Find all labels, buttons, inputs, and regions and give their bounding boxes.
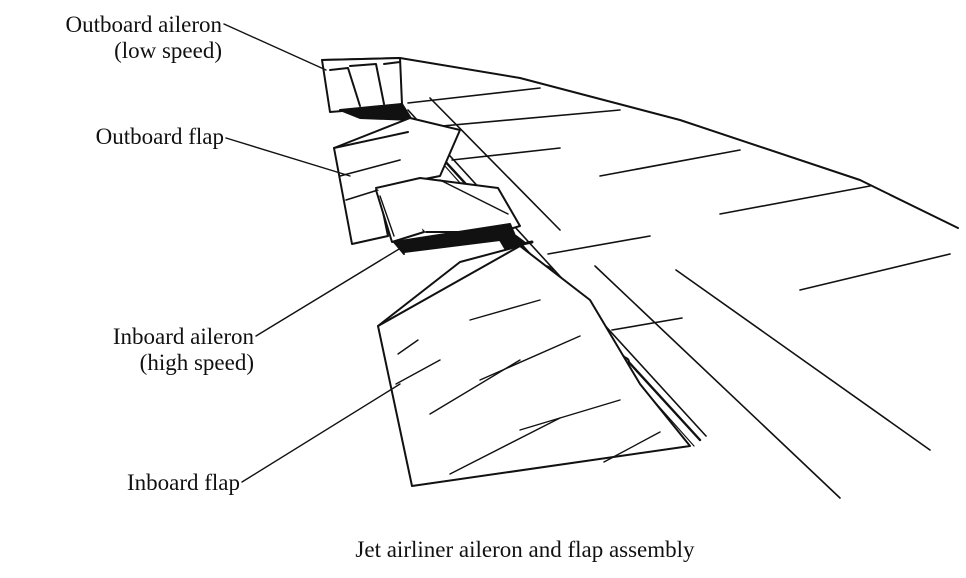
label-inboard-flap: Inboard flap [40, 470, 240, 496]
label-outboard-flap: Outboard flap [40, 124, 224, 150]
spar-line [594, 265, 841, 499]
panel-line [547, 235, 651, 255]
label-outboard-aileron-line2: (low speed) [114, 38, 222, 63]
inboard-flap-shape [377, 245, 691, 487]
label-inboard-aileron-line1: Inboard aileron [112, 324, 254, 349]
diagram-caption: Jet airliner aileron and flap assembly [355, 537, 695, 562]
label-inboard-flap-line1: Inboard flap [126, 470, 240, 495]
spar-line [675, 269, 931, 451]
label-inboard-aileron-line2: (high speed) [139, 350, 254, 375]
panel-line [719, 185, 871, 215]
panel-line [419, 109, 621, 129]
leader-inboard-aileron [255, 245, 405, 337]
outboard-aileron-shape [321, 57, 403, 113]
label-outboard-flap-line1: Outboard flap [95, 124, 224, 149]
panel-line [799, 253, 951, 291]
panel-line [599, 149, 741, 177]
leader-inboard-flap [241, 383, 401, 483]
panel-line [451, 147, 561, 161]
label-outboard-aileron-line1: Outboard aileron [65, 12, 222, 37]
spar-line [429, 97, 561, 231]
leader-outboard-aileron [223, 23, 327, 71]
label-outboard-aileron: Outboard aileron (low speed) [8, 12, 222, 64]
leader-outboard-flap [225, 137, 351, 177]
panel-line [611, 317, 683, 331]
panel-line [407, 87, 541, 104]
label-inboard-aileron: Inboard aileron (high speed) [40, 324, 254, 376]
wing-leading-edge [399, 57, 959, 229]
